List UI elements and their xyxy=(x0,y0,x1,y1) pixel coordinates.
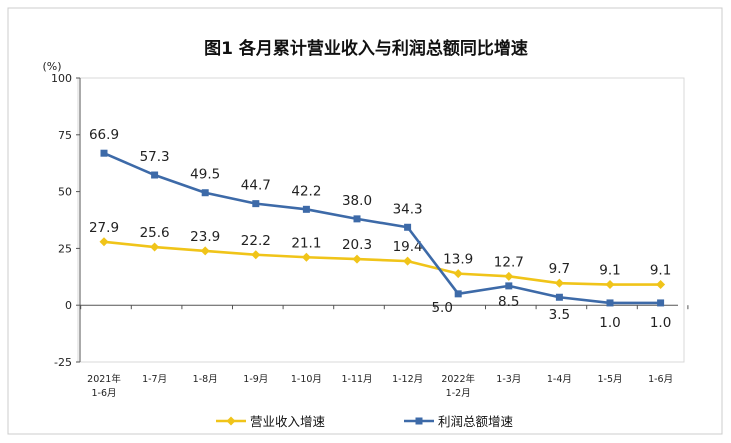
y-axis-unit: (%) xyxy=(42,60,61,73)
profit-point xyxy=(454,290,462,298)
profit-data-label: 49.5 xyxy=(190,167,220,183)
revenue-data-label: 13.9 xyxy=(443,252,473,268)
profit-point xyxy=(505,282,513,290)
profit-point xyxy=(353,215,361,223)
profit-data-label: 57.3 xyxy=(140,149,170,165)
profit-point xyxy=(151,171,159,179)
y-tick-label: 25 xyxy=(58,242,72,255)
revenue-data-label: 9.1 xyxy=(599,263,620,279)
x-tick-label: 1-4月 xyxy=(547,374,572,385)
revenue-line xyxy=(103,240,661,286)
x-tick-label: 1-2月 xyxy=(446,388,471,399)
x-tick-label: 1-10月 xyxy=(291,374,322,385)
x-tick-label: 1-3月 xyxy=(496,374,521,385)
profit-data-label: 42.2 xyxy=(291,183,321,199)
profit-point xyxy=(404,223,412,231)
y-tick-label: 50 xyxy=(58,186,72,199)
profit-data-label: 44.7 xyxy=(241,178,271,194)
x-tick-label: 1-8月 xyxy=(193,374,218,385)
profit-point xyxy=(606,299,614,307)
plot-area xyxy=(77,77,685,363)
x-tick-label: 2021年 xyxy=(87,373,121,385)
revenue-point xyxy=(251,250,261,260)
profit-point xyxy=(201,189,209,197)
profit-data-label: 8.5 xyxy=(498,294,519,310)
x-tick-label: 1-7月 xyxy=(142,374,167,385)
revenue-data-label: 12.7 xyxy=(494,254,524,270)
profit-data-label: 3.5 xyxy=(549,307,570,323)
x-tick-label: 1-12月 xyxy=(392,374,423,385)
profit-data-label: 1.0 xyxy=(599,315,620,331)
chart-title: 图1 各月累计营业收入与利润总额同比增速 xyxy=(204,38,528,59)
profit-data-label: 34.3 xyxy=(393,201,423,217)
y-tick-label: -25 xyxy=(54,356,72,369)
revenue-point xyxy=(453,269,463,279)
x-tick-label: 2022年 xyxy=(441,373,475,385)
revenue-point xyxy=(352,254,362,264)
x-tick-label: 1-6月 xyxy=(648,374,673,385)
x-tick-label: 1-6月 xyxy=(91,388,116,399)
revenue-data-label: 27.9 xyxy=(89,220,119,236)
revenue-data-label: 20.3 xyxy=(342,237,372,253)
y-tick-label: 75 xyxy=(58,129,72,142)
revenue-point xyxy=(605,280,615,290)
revenue-point xyxy=(554,278,564,288)
profit-legend-marker xyxy=(415,417,423,425)
profit-point xyxy=(657,299,665,307)
revenue-point xyxy=(403,256,413,266)
revenue-data-label: 23.9 xyxy=(190,229,220,245)
revenue-point xyxy=(150,242,160,252)
revenue-legend-marker xyxy=(226,416,236,426)
revenue-point xyxy=(301,252,311,262)
revenue-data-label: 25.6 xyxy=(140,225,170,241)
revenue-legend-label: 营业收入增速 xyxy=(250,414,326,429)
profit-point xyxy=(302,205,310,213)
revenue-point xyxy=(656,280,666,290)
revenue-data-label: 9.7 xyxy=(549,261,570,277)
x-tick-label: 1-5月 xyxy=(597,374,622,385)
profit-point xyxy=(555,293,563,301)
x-tick-label: 1-9月 xyxy=(243,374,268,385)
profit-point xyxy=(100,149,108,157)
revenue-data-label: 21.1 xyxy=(291,235,321,251)
x-tick-label: 1-11月 xyxy=(341,374,372,385)
profit-line xyxy=(103,152,661,305)
revenue-point xyxy=(200,246,210,256)
revenue-data-label: 19.4 xyxy=(393,239,423,255)
revenue-data-label: 22.2 xyxy=(241,233,271,249)
y-tick-label: 0 xyxy=(65,299,72,312)
profit-data-label: 38.0 xyxy=(342,193,372,209)
profit-point xyxy=(252,200,260,208)
profit-legend-label: 利润总额增速 xyxy=(438,414,514,429)
revenue-point xyxy=(504,271,514,281)
revenue-data-label: 9.1 xyxy=(650,263,671,279)
profit-data-label: 5.0 xyxy=(431,300,452,316)
y-tick-label: 100 xyxy=(51,72,72,85)
revenue-point xyxy=(99,237,109,247)
profit-data-label: 66.9 xyxy=(89,127,119,143)
profit-data-label: 1.0 xyxy=(650,315,671,331)
